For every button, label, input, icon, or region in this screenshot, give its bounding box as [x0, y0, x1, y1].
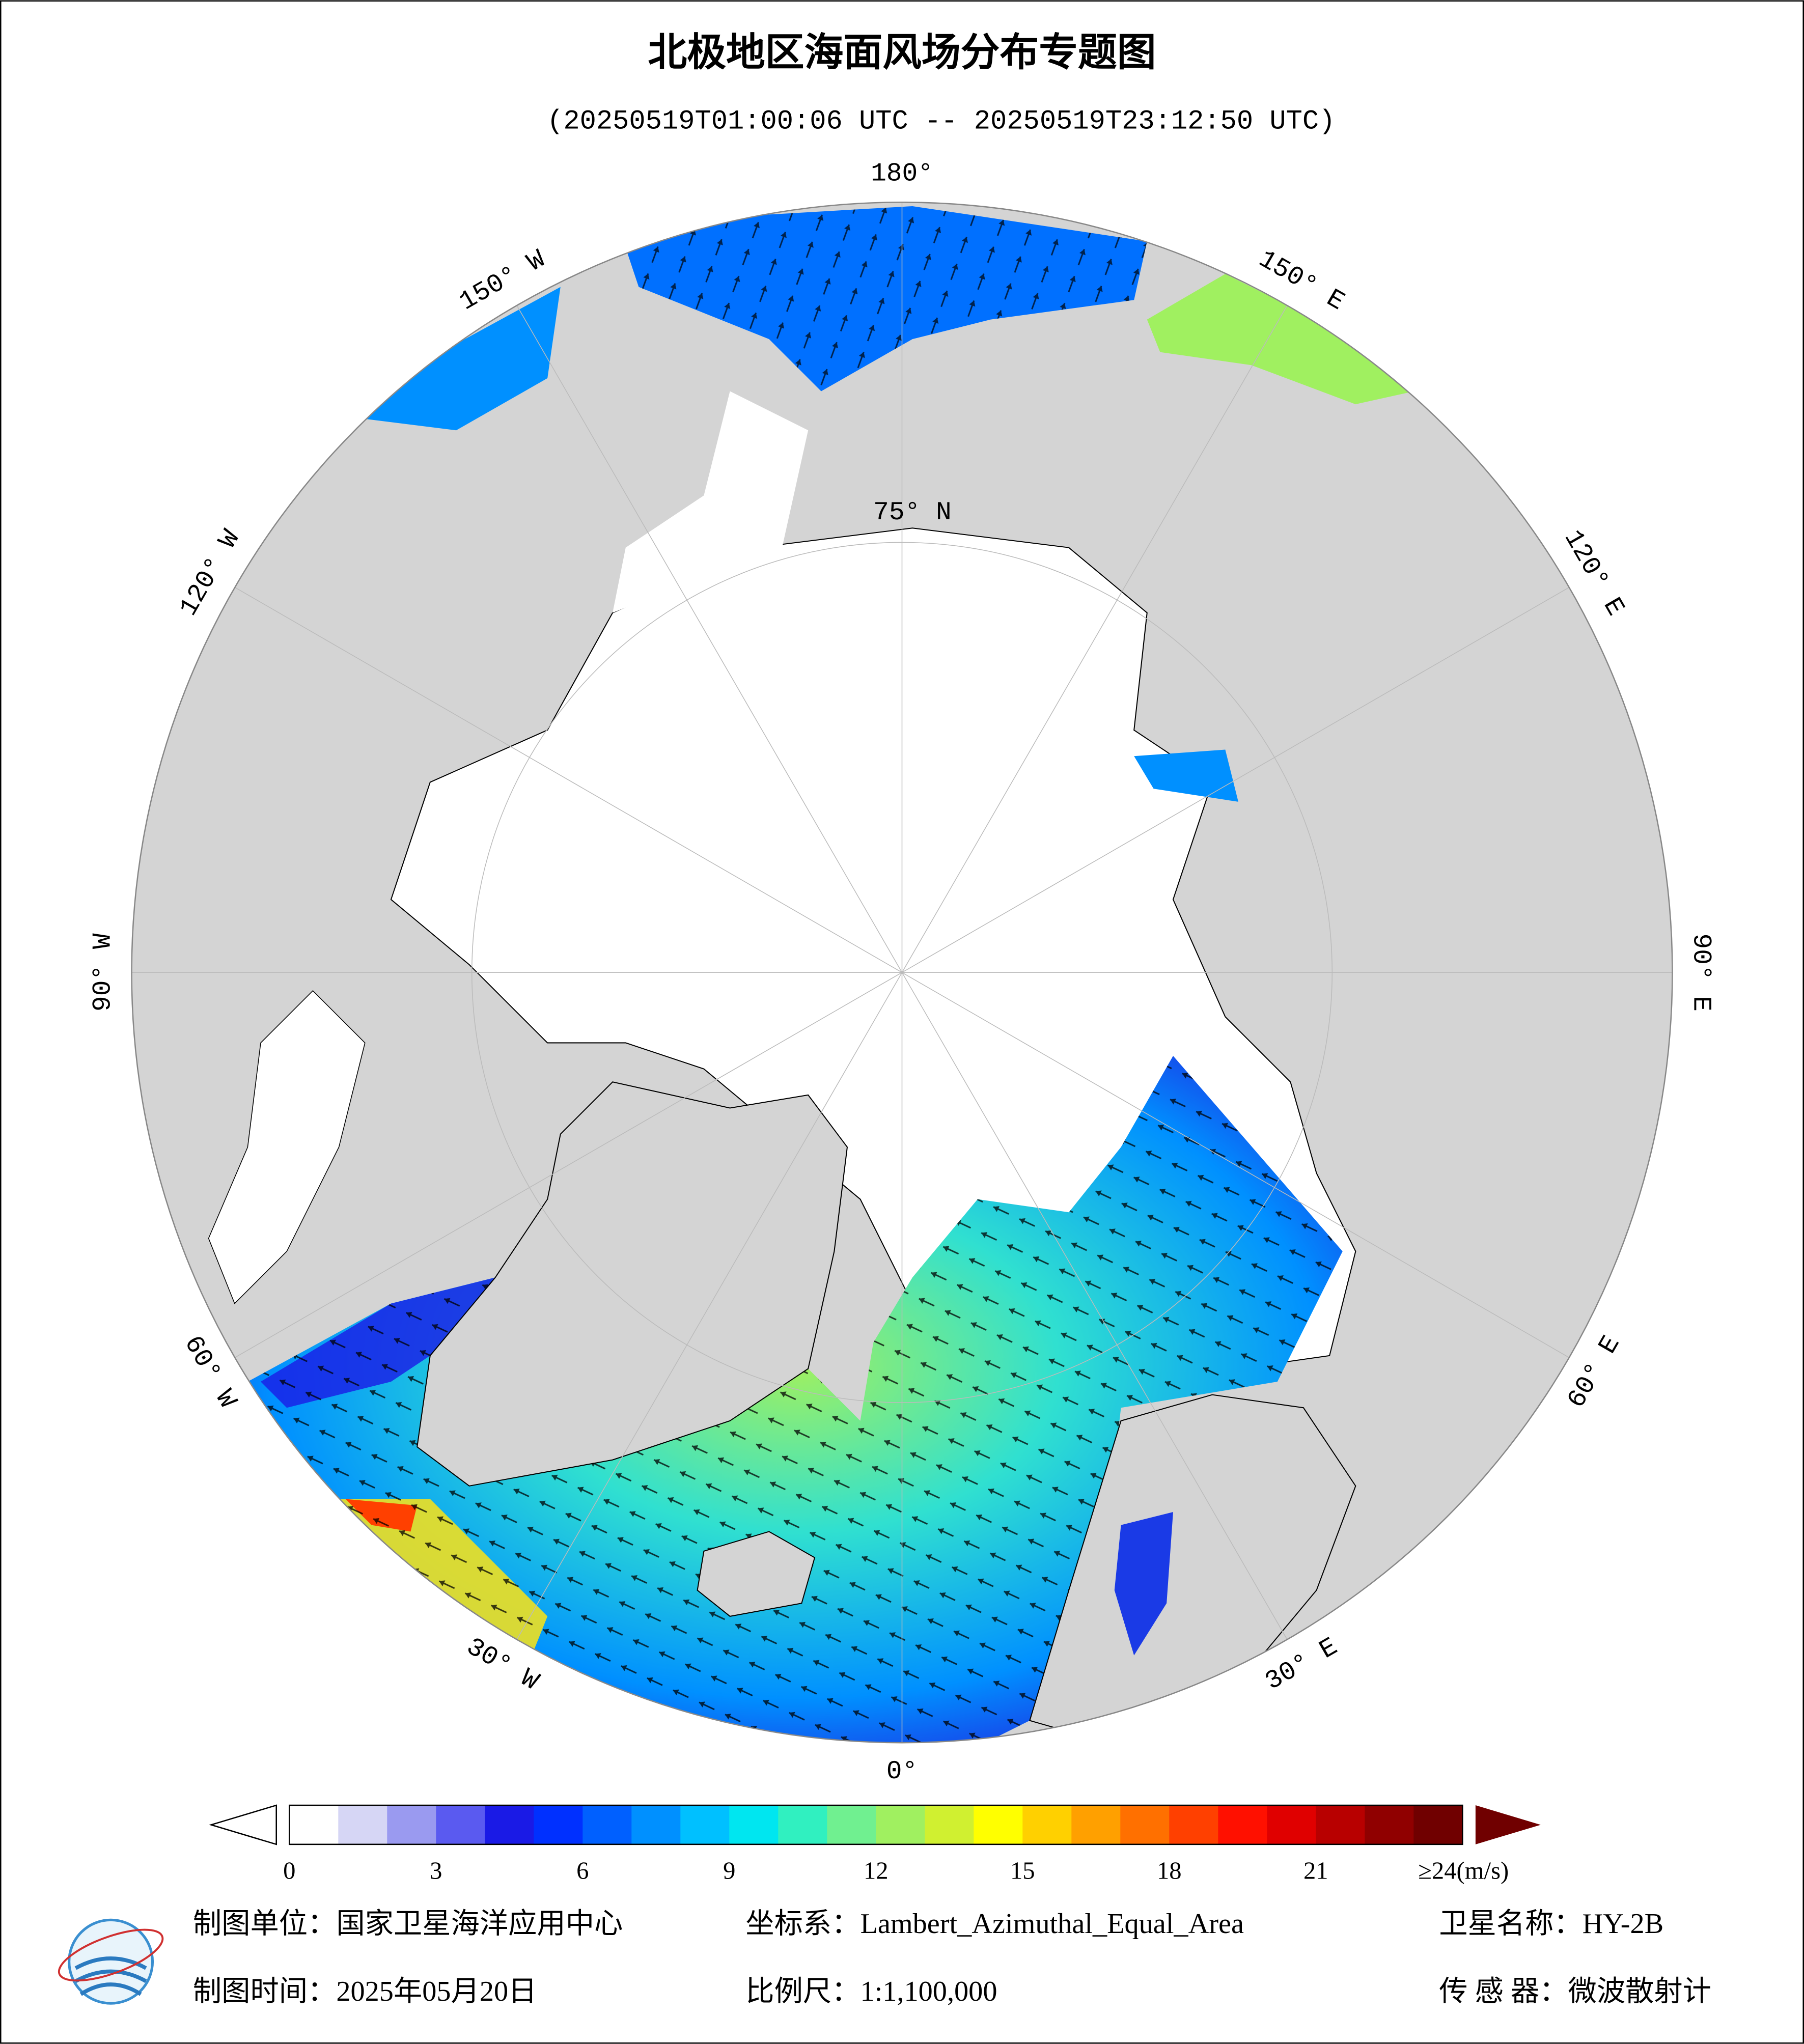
- colorbar-segment: [827, 1805, 877, 1844]
- colorbar-tick-label: 21: [1303, 1857, 1328, 1884]
- meridian: [901, 305, 1288, 973]
- colorbar-segment: [582, 1805, 632, 1844]
- colorbar-segment: [876, 1805, 926, 1844]
- meridian-lines: [131, 202, 1673, 1743]
- parallel-label: 75° N: [873, 498, 952, 527]
- hudson-bay: [208, 990, 366, 1304]
- colorbar-segment: [925, 1805, 975, 1844]
- colorbar-segment: [631, 1805, 681, 1844]
- colorbar-outline: [289, 1804, 1463, 1845]
- crs: 坐标系：Lambert_Azimuthal_Equal_Area: [745, 1908, 1244, 1940]
- colorbar-segment: [1413, 1805, 1463, 1844]
- colorbar-segment: [436, 1805, 486, 1844]
- colorbar-segment: [1071, 1805, 1121, 1844]
- colorbar-segment: [729, 1805, 779, 1844]
- wind-field-okhotsk: [1147, 274, 1414, 405]
- colorbar-segment: [778, 1805, 828, 1844]
- meridian-label: 180°: [871, 159, 933, 188]
- colorbar-tick-label: ≥24(m/s): [1418, 1857, 1509, 1884]
- meridian: [902, 587, 1570, 973]
- meridian: [234, 587, 902, 973]
- colorbar-under: [209, 1804, 277, 1845]
- meridian: [234, 972, 902, 1358]
- colorbar-tick-label: 0: [283, 1857, 295, 1884]
- colorbar-segment: [680, 1805, 730, 1844]
- wind-vectors: [247, 1056, 1343, 1743]
- producer: 制图单位：国家卫星海洋应用中心: [193, 1908, 623, 1940]
- satellite: 卫星名称：HY-2B: [1439, 1908, 1663, 1940]
- map: [131, 202, 1673, 1743]
- meridian-label: 90° E: [1686, 933, 1715, 1012]
- colorbar-over: [1475, 1805, 1541, 1844]
- sensor: 传 感 器：微波散射计: [1439, 1976, 1711, 2007]
- colorbar-tick-label: 3: [430, 1857, 442, 1884]
- colorbar-segment: [338, 1805, 388, 1844]
- colorbar-segment: [1316, 1805, 1366, 1844]
- colorbar-segment: [289, 1805, 339, 1844]
- colorbar-segment: [1218, 1805, 1268, 1844]
- colorbar-tick-label: 15: [1010, 1857, 1035, 1884]
- colorbar-segment: [534, 1805, 584, 1844]
- colorbar-segment: [1120, 1805, 1170, 1844]
- colorbar-segment: [485, 1805, 535, 1844]
- wind-vectors-pacific: [625, 206, 1147, 391]
- colorbar-segment: [974, 1805, 1023, 1844]
- colorbar-segment: [1267, 1805, 1317, 1844]
- meridian: [901, 972, 1288, 1640]
- date: 制图时间：2025年05月20日: [193, 1976, 537, 2007]
- colorbar-tick-label: 9: [723, 1857, 735, 1884]
- colorbar-tick-label: 6: [576, 1857, 589, 1884]
- meridian: [516, 305, 903, 973]
- colorbar: 0 3 6 9 12 15 18 21 ≥24(m/s): [209, 1804, 1541, 1884]
- colorbar-segment: [1169, 1805, 1219, 1844]
- wind-field-laptev: [1134, 749, 1238, 802]
- meridian-label: 0°: [886, 1757, 918, 1786]
- meridian-label: 90° W: [89, 933, 118, 1012]
- colorbar-segment: [1022, 1805, 1072, 1844]
- logo: [58, 1918, 164, 2005]
- colorbar-tick-label: 12: [864, 1857, 889, 1884]
- wind-field-gulf-alaska: [352, 287, 561, 431]
- subtitle: (20250519T01:00:06 UTC -- 20250519T23:12…: [547, 106, 1335, 137]
- colorbar-segment: [387, 1805, 437, 1844]
- colorbar-segment: [1365, 1805, 1414, 1844]
- title: 北极地区海面风场分布专题图: [648, 30, 1156, 75]
- wind-field-baltic: [1114, 1512, 1173, 1656]
- colorbar-tick-label: 18: [1157, 1857, 1182, 1884]
- iceland: [697, 1531, 816, 1617]
- scale: 比例尺：1:1,100,000: [745, 1976, 997, 2007]
- map-border: [131, 201, 1673, 1744]
- meridian: [902, 972, 1570, 1358]
- chukchi-sea: [613, 391, 809, 613]
- meridian: [516, 972, 903, 1640]
